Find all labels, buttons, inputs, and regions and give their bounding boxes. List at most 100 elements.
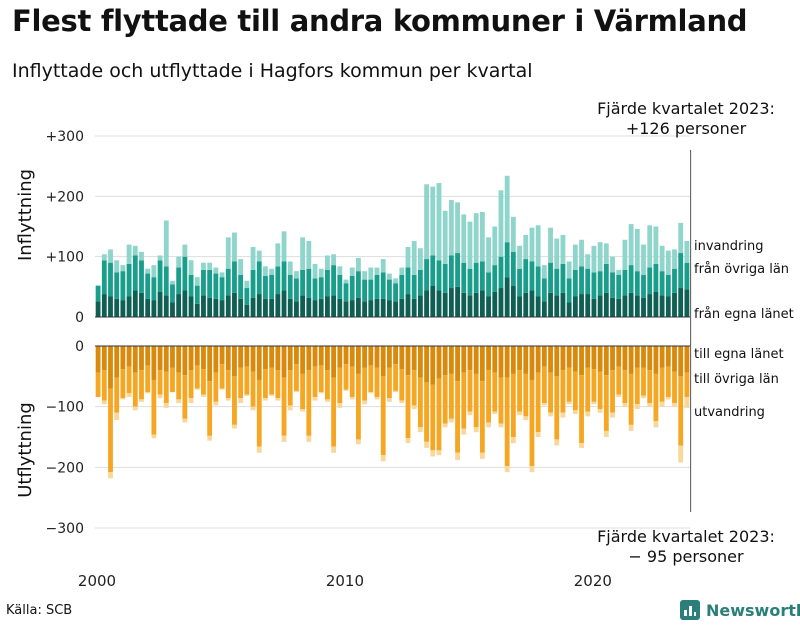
bar-inflyttning-0 [126, 296, 132, 317]
bar-inflyttning-2 [479, 212, 485, 262]
bar-inflyttning-2 [294, 271, 299, 279]
bar-utflyttning-0 [120, 346, 126, 370]
bar-inflyttning-2 [256, 250, 262, 262]
bar-utflyttning-2 [157, 394, 163, 399]
bar-utflyttning-0 [566, 346, 572, 368]
bar-inflyttning-1 [145, 273, 151, 299]
bar-inflyttning-1 [554, 268, 560, 296]
bar-utflyttning-1 [120, 369, 126, 399]
bar-inflyttning-2 [349, 267, 355, 276]
bar-utflyttning-1 [386, 367, 392, 399]
bar-inflyttning-0 [510, 285, 516, 317]
bar-utflyttning-2 [517, 411, 522, 416]
bar-utflyttning-1 [653, 373, 659, 422]
bar-utflyttning-2 [244, 394, 250, 396]
bar-inflyttning-1 [219, 277, 225, 301]
bar-utflyttning-2 [479, 452, 485, 459]
bar-utflyttning-2 [473, 427, 479, 433]
bar-utflyttning-2 [374, 396, 380, 400]
bar-utflyttning-1 [529, 379, 535, 467]
bar-utflyttning-0 [126, 346, 132, 367]
bar-inflyttning-2 [492, 226, 498, 266]
bar-utflyttning-2 [585, 411, 591, 417]
bar-inflyttning-1 [120, 271, 126, 301]
bar-inflyttning-0 [145, 298, 151, 317]
bar-inflyttning-0 [417, 295, 423, 317]
bar-inflyttning-1 [591, 272, 597, 299]
bar-utflyttning-0 [492, 346, 498, 373]
bar-utflyttning-0 [300, 346, 306, 374]
bar-inflyttning-1 [337, 274, 343, 299]
bar-inflyttning-2 [498, 190, 504, 257]
bar-utflyttning-2 [572, 410, 578, 414]
bar-utflyttning-2 [678, 445, 684, 463]
bar-inflyttning-1 [157, 260, 163, 292]
bar-utflyttning-0 [436, 346, 442, 379]
bar-utflyttning-1 [560, 370, 566, 413]
bar-inflyttning-1 [461, 262, 467, 293]
bar-utflyttning-0 [628, 346, 634, 374]
bar-utflyttning-2 [355, 439, 361, 445]
bar-inflyttning-1 [641, 274, 646, 298]
bar-utflyttning-1 [219, 364, 225, 389]
series-end-label: utvandring [694, 405, 765, 420]
bar-inflyttning-1 [678, 253, 684, 289]
bar-utflyttning-2 [610, 412, 615, 418]
bar-inflyttning-1 [467, 268, 473, 296]
bar-inflyttning-0 [498, 288, 504, 317]
bar-inflyttning-1 [374, 274, 380, 299]
bar-utflyttning-0 [225, 346, 231, 371]
bar-utflyttning-2 [554, 439, 560, 446]
bar-utflyttning-2 [269, 394, 275, 396]
bar-inflyttning-2 [325, 255, 330, 270]
bar-inflyttning-2 [579, 239, 584, 267]
series-end-label: invandring [694, 239, 763, 254]
bar-inflyttning-2 [411, 240, 417, 275]
bar-inflyttning-2 [597, 242, 603, 272]
bar-inflyttning-0 [672, 292, 677, 317]
bar-utflyttning-0 [399, 346, 405, 370]
bar-utflyttning-2 [232, 424, 237, 429]
bar-inflyttning-1 [362, 279, 368, 302]
bar-inflyttning-2 [139, 251, 144, 261]
bar-inflyttning-1 [529, 261, 535, 291]
bar-inflyttning-2 [405, 247, 411, 268]
bar-utflyttning-1 [467, 370, 473, 412]
bar-inflyttning-2 [374, 267, 380, 275]
bar-inflyttning-0 [300, 295, 306, 317]
bar-utflyttning-2 [467, 411, 473, 416]
bar-utflyttning-0 [448, 346, 454, 374]
bar-utflyttning-2 [455, 452, 460, 461]
bar-utflyttning-2 [194, 388, 200, 390]
bar-utflyttning-1 [300, 373, 306, 410]
bar-inflyttning-1 [151, 277, 157, 301]
bar-inflyttning-1 [95, 285, 101, 302]
bar-utflyttning-0 [343, 346, 349, 365]
bar-inflyttning-0 [535, 296, 541, 317]
bar-inflyttning-2 [126, 244, 132, 264]
bar-utflyttning-0 [163, 346, 169, 372]
bar-inflyttning-0 [678, 288, 684, 317]
bar-utflyttning-1 [634, 367, 640, 405]
bar-utflyttning-2 [591, 401, 597, 405]
bar-inflyttning-2 [535, 225, 541, 267]
bar-utflyttning-2 [219, 388, 225, 390]
bar-inflyttning-1 [207, 269, 213, 298]
x-tick-label: 2020 [574, 572, 612, 590]
bar-utflyttning-1 [275, 370, 281, 399]
bar-inflyttning-0 [399, 298, 405, 317]
bar-inflyttning-0 [486, 296, 491, 317]
bar-utflyttning-1 [498, 377, 504, 424]
bar-inflyttning-2 [653, 226, 659, 264]
bar-utflyttning-1 [337, 367, 343, 404]
bar-utflyttning-1 [603, 375, 609, 431]
bar-utflyttning-0 [548, 346, 553, 373]
bar-utflyttning-1 [417, 377, 423, 428]
bar-inflyttning-2 [585, 254, 591, 269]
bar-utflyttning-2 [529, 466, 535, 473]
bar-inflyttning-0 [560, 292, 566, 317]
bar-inflyttning-2 [380, 259, 386, 273]
bar-inflyttning-0 [424, 290, 429, 317]
bar-utflyttning-0 [510, 346, 516, 374]
bar-inflyttning-2 [101, 254, 107, 261]
